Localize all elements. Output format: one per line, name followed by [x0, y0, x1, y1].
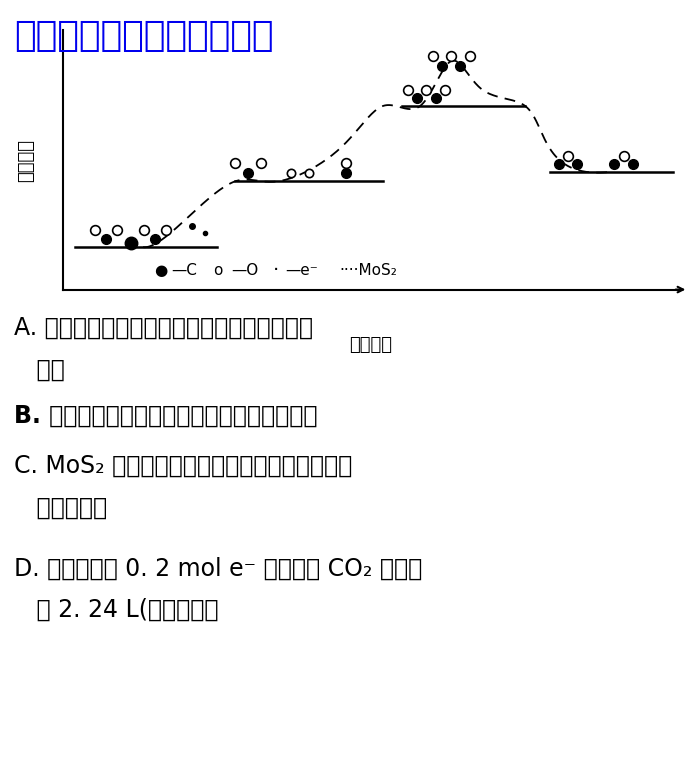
Text: 为 2. 24 L(标准状况）: 为 2. 24 L(标准状况）: [14, 598, 218, 622]
Text: B. 反应历程中涉及电子转移的变化均吸收能量: B. 反应历程中涉及电子转移的变化均吸收能量: [14, 404, 318, 427]
Text: ●: ●: [154, 263, 167, 278]
Text: 应速率加快: 应速率加快: [14, 495, 107, 519]
Text: ·: ·: [273, 261, 279, 280]
Text: ····MoS₂: ····MoS₂: [340, 263, 398, 278]
Text: A. 反应历程中存在极性键和非极性键的断裂和: A. 反应历程中存在极性键和非极性键的断裂和: [14, 316, 313, 340]
Text: 反应历程: 反应历程: [349, 336, 393, 354]
Text: —C: —C: [172, 263, 197, 278]
Text: D. 电极上失去 0. 2 mol e⁻ 时，生成 CO₂ 的体积: D. 电极上失去 0. 2 mol e⁻ 时，生成 CO₂ 的体积: [14, 556, 422, 580]
Text: C. MoS₂ 催化剂通过降低电极反应的活化能使反: C. MoS₂ 催化剂通过降低电极反应的活化能使反: [14, 453, 352, 477]
Text: —O: —O: [231, 263, 258, 278]
Text: 微信公众号关注：趋找答案: 微信公众号关注：趋找答案: [14, 19, 274, 53]
Text: —e⁻: —e⁻: [286, 263, 318, 278]
Text: 相对能量: 相对能量: [17, 139, 35, 181]
Text: o: o: [214, 263, 223, 278]
Text: 形成: 形成: [14, 358, 64, 382]
